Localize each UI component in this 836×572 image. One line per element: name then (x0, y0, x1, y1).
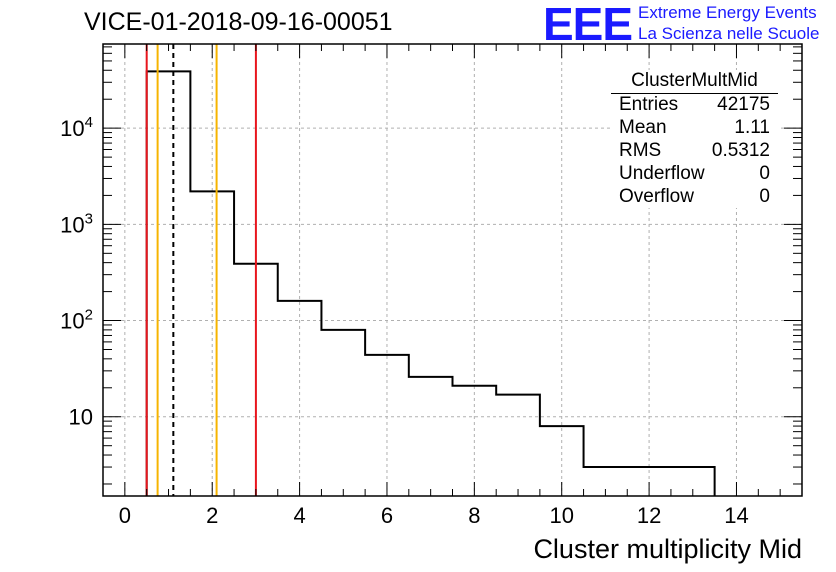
histogram-outline (145, 70, 716, 496)
stats-key: Entries (619, 94, 679, 115)
stats-row-underflow: Underflow 0 (619, 163, 770, 186)
stats-value: 1.11 (734, 117, 770, 138)
stats-row-overflow: Overflow 0 (619, 186, 770, 209)
histogram-series (145, 70, 716, 496)
y-axis: 10 102 103 104 (60, 46, 802, 485)
stats-key: Mean (619, 117, 667, 138)
x-tick-label: 10 (549, 503, 573, 528)
y-tick-label: 102 (60, 307, 93, 334)
histogram-bin (147, 71, 191, 496)
stats-key: RMS (619, 140, 662, 161)
logo-text-line1: Extreme Energy Events (638, 3, 817, 22)
x-axis: 0 2 4 6 8 10 12 14 (102, 44, 803, 528)
marker-lines (145, 44, 257, 496)
stats-row-rms: RMS 0.5312 (619, 140, 770, 163)
logo-text-line2: La Scienza nelle Scuole (638, 24, 820, 43)
stats-key: Overflow (619, 186, 694, 207)
plot-title: VICE-01-2018-09-16-00051 (84, 8, 393, 36)
x-tick-label: 14 (724, 503, 748, 528)
y-tick-label: 104 (60, 114, 93, 141)
x-tick-label: 2 (206, 503, 218, 528)
y-tick-label: 10 (69, 405, 93, 430)
x-axis-label: Cluster multiplicity Mid (533, 534, 802, 564)
x-tick-label: 6 (381, 503, 393, 528)
stats-row-entries: Entries 42175 (619, 94, 770, 117)
stats-value: 0 (759, 186, 770, 207)
x-tick-label: 12 (637, 503, 661, 528)
stats-value: 0 (759, 163, 770, 184)
eee-logo: EEE (543, 0, 633, 50)
stats-box-title: ClusterMultMid (611, 70, 778, 94)
stats-row-mean: Mean 1.11 (619, 117, 770, 140)
x-tick-label: 4 (293, 503, 305, 528)
y-tick-label: 103 (60, 210, 93, 237)
stats-value: 0.5312 (711, 140, 770, 161)
histogram-bin (321, 330, 365, 496)
histogram-bin (409, 377, 453, 496)
x-tick-label: 8 (468, 503, 480, 528)
x-tick-label: 0 (119, 503, 131, 528)
stats-value: 42175 (717, 94, 770, 115)
stats-box: ClusterMultMid Entries 42175 Mean 1.11 R… (611, 70, 778, 208)
stats-key: Underflow (619, 163, 705, 184)
histogram-bin (496, 395, 540, 496)
